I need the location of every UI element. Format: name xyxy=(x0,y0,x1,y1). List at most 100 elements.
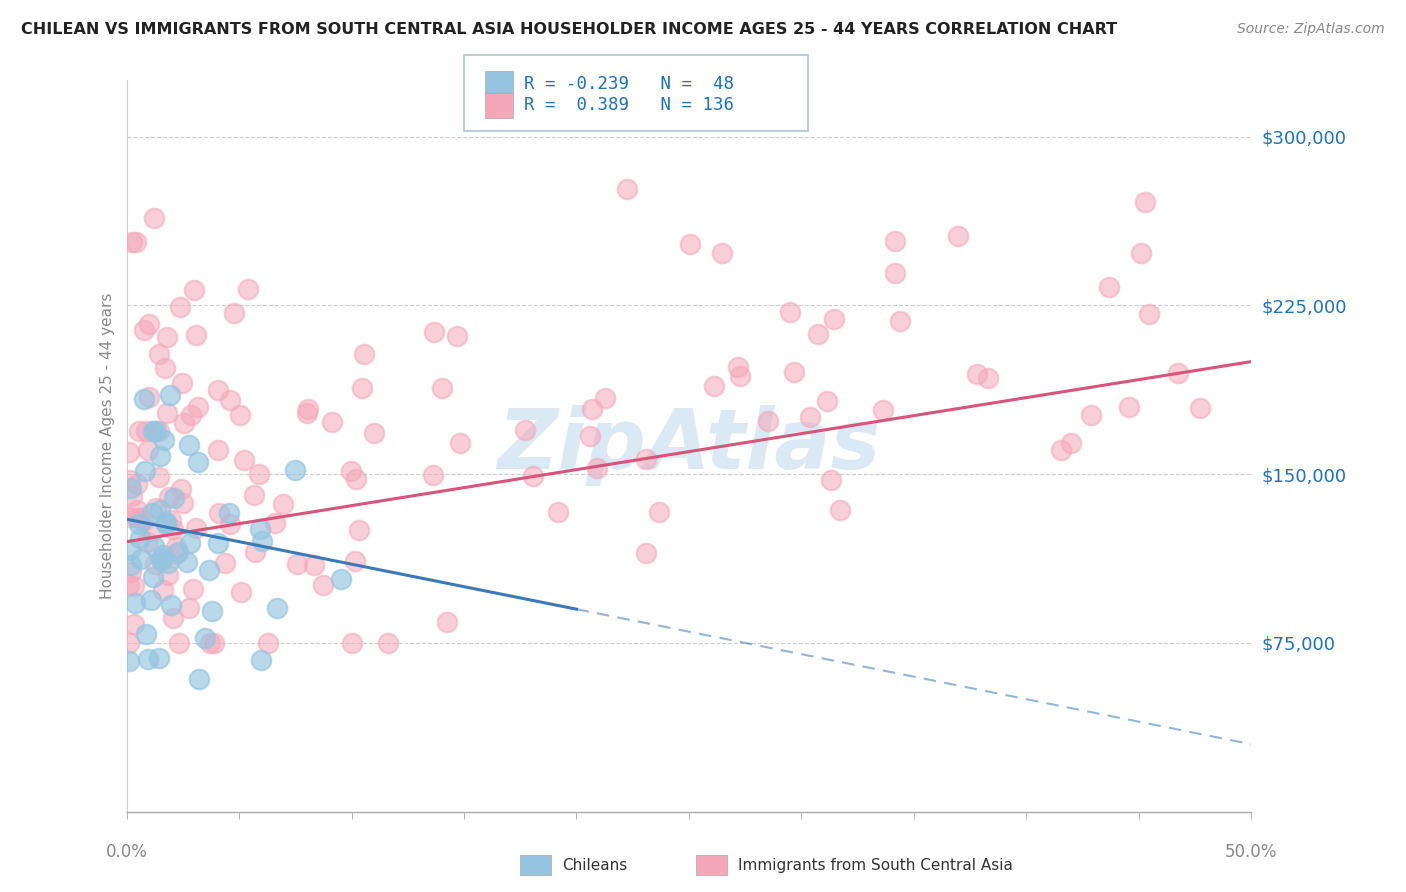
Point xyxy=(977,370,1000,384)
Point xyxy=(118,445,141,459)
Point xyxy=(284,463,307,477)
Point xyxy=(135,534,157,549)
Point xyxy=(129,531,152,545)
Point xyxy=(134,464,156,478)
Point xyxy=(118,654,141,668)
Point xyxy=(1167,366,1189,380)
Point xyxy=(884,266,907,280)
Point xyxy=(127,502,149,516)
Y-axis label: Householder Income Ages 25 - 44 years: Householder Income Ages 25 - 44 years xyxy=(100,293,115,599)
Point xyxy=(125,235,148,249)
Point xyxy=(143,211,166,225)
Point xyxy=(247,467,270,482)
Text: Chileans: Chileans xyxy=(562,858,627,872)
Point xyxy=(169,300,191,314)
Point xyxy=(129,511,152,525)
Point xyxy=(242,488,264,502)
Point xyxy=(297,402,319,417)
Point xyxy=(208,506,231,520)
Point xyxy=(243,544,266,558)
Point xyxy=(134,392,156,407)
Point xyxy=(122,579,145,593)
Point xyxy=(145,424,167,438)
Point xyxy=(229,408,252,422)
Point xyxy=(198,636,221,650)
Point xyxy=(636,546,658,560)
Point xyxy=(153,433,176,447)
Point xyxy=(799,410,821,425)
Point xyxy=(138,390,160,404)
Point xyxy=(966,367,988,381)
Point xyxy=(194,631,217,645)
Point xyxy=(156,406,179,420)
Point xyxy=(169,636,191,650)
Point xyxy=(232,452,254,467)
Point xyxy=(176,556,198,570)
Point xyxy=(120,558,142,572)
Point xyxy=(219,393,242,408)
Point xyxy=(128,424,150,438)
Point xyxy=(522,468,544,483)
Point xyxy=(150,552,173,566)
Point xyxy=(180,408,202,422)
Point xyxy=(118,509,141,524)
Point xyxy=(581,401,603,416)
Point xyxy=(807,326,830,341)
Point xyxy=(1060,436,1083,450)
Point xyxy=(169,482,191,496)
Point xyxy=(346,472,368,486)
Point xyxy=(547,506,569,520)
Point xyxy=(155,361,177,376)
Point xyxy=(249,522,271,536)
Point xyxy=(201,603,224,617)
Point xyxy=(136,651,159,665)
Point xyxy=(830,503,852,517)
Text: R =  0.389   N = 136: R = 0.389 N = 136 xyxy=(524,96,734,114)
Point xyxy=(820,473,842,487)
Point xyxy=(285,557,308,571)
Point xyxy=(120,473,142,487)
Point xyxy=(946,228,969,243)
Point xyxy=(159,388,181,402)
Point xyxy=(728,369,751,384)
Point xyxy=(363,426,385,441)
Point xyxy=(118,578,141,592)
Point xyxy=(125,511,148,525)
Point xyxy=(218,506,240,520)
Point xyxy=(162,611,184,625)
Point xyxy=(1118,400,1140,414)
Point xyxy=(634,452,657,467)
Point xyxy=(132,514,155,528)
Point xyxy=(160,598,183,612)
Point xyxy=(152,582,174,597)
Point xyxy=(125,476,148,491)
Point xyxy=(229,584,252,599)
Point xyxy=(823,312,845,326)
Point xyxy=(1137,308,1160,322)
Point xyxy=(150,553,173,567)
Point xyxy=(128,516,150,531)
Point xyxy=(187,401,209,415)
Point xyxy=(122,616,145,631)
Text: Source: ZipAtlas.com: Source: ZipAtlas.com xyxy=(1237,22,1385,37)
Point xyxy=(170,376,193,391)
Point xyxy=(1189,401,1212,416)
Point xyxy=(184,521,207,535)
Text: CHILEAN VS IMMIGRANTS FROM SOUTH CENTRAL ASIA HOUSEHOLDER INCOME AGES 25 - 44 YE: CHILEAN VS IMMIGRANTS FROM SOUTH CENTRAL… xyxy=(21,22,1118,37)
Point xyxy=(165,547,187,561)
Point xyxy=(295,406,318,420)
Point xyxy=(184,328,207,343)
Point xyxy=(148,651,170,665)
Point xyxy=(423,325,446,339)
Point xyxy=(143,557,166,571)
Point xyxy=(872,403,894,417)
Point xyxy=(139,593,162,607)
Point xyxy=(779,305,801,319)
Point xyxy=(727,359,749,374)
Point xyxy=(120,542,142,557)
Point xyxy=(648,505,671,519)
Point xyxy=(142,424,165,438)
Point xyxy=(579,429,602,443)
Point xyxy=(207,535,229,549)
Point xyxy=(138,318,160,332)
